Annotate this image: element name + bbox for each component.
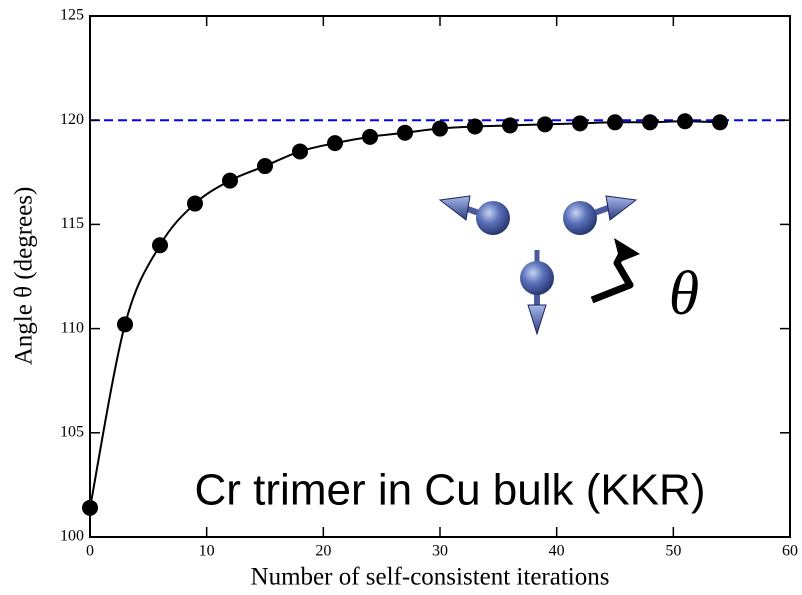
x-tick-label: 50 [665, 543, 681, 560]
data-point [397, 124, 413, 141]
data-point [677, 113, 693, 130]
data-point [257, 158, 273, 175]
y-axis-title: Angle θ (degrees) [11, 187, 38, 366]
data-point [607, 114, 623, 131]
data-point [712, 114, 728, 131]
plot-area: 100 105 110 115 120 125 0 10 20 30 40 50 60 [60, 7, 798, 560]
y-tick-label: 100 [60, 528, 84, 545]
data-line [89, 120, 721, 509]
data-point [222, 172, 238, 189]
y-tick-label: 110 [61, 319, 84, 336]
data-point [152, 237, 168, 254]
spin-illustration [438, 195, 640, 336]
data-point [537, 116, 553, 133]
y-tick-label: 125 [60, 7, 84, 24]
data-point [432, 120, 448, 137]
data-point [467, 118, 483, 135]
data-point [327, 135, 343, 152]
y-tick-label: 115 [61, 215, 84, 232]
theta-label: θ [669, 260, 699, 328]
annotation: Cr trimer in Cu bulk (KKR) [195, 466, 706, 515]
x-tick-label: 30 [432, 543, 448, 560]
data-point [187, 195, 203, 212]
data-point [642, 114, 658, 131]
plot-frame [89, 15, 791, 538]
data-point [292, 143, 308, 160]
y-tick-label: 105 [60, 423, 84, 440]
y-tick-label: 120 [60, 111, 84, 128]
x-axis-title: Number of self-consistent iterations [251, 564, 610, 591]
x-tick-label: 20 [315, 543, 331, 560]
x-tick-label: 60 [782, 543, 798, 560]
data-point [502, 117, 518, 134]
data-point [362, 128, 378, 145]
x-tick-label: 10 [199, 543, 215, 560]
x-tick-label: 0 [86, 543, 94, 560]
data-point [117, 316, 133, 333]
data-point [572, 115, 588, 132]
x-tick-label: 40 [549, 543, 565, 560]
